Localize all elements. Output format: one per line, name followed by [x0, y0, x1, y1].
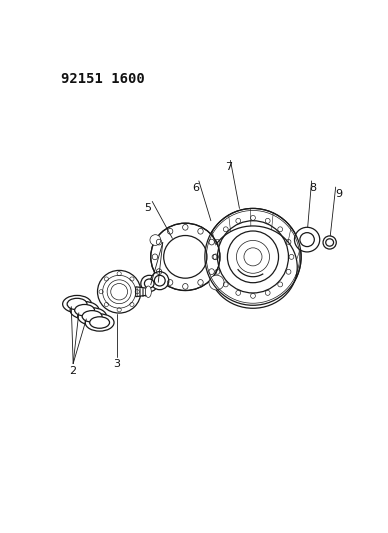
- Text: 7: 7: [225, 163, 232, 173]
- Ellipse shape: [70, 302, 99, 319]
- Ellipse shape: [141, 276, 158, 292]
- Ellipse shape: [82, 311, 102, 322]
- Ellipse shape: [78, 308, 107, 325]
- Ellipse shape: [67, 298, 87, 310]
- Ellipse shape: [323, 236, 336, 249]
- Ellipse shape: [165, 237, 206, 277]
- Text: 2: 2: [69, 366, 77, 376]
- Ellipse shape: [90, 317, 109, 328]
- Ellipse shape: [151, 223, 220, 290]
- Ellipse shape: [85, 314, 114, 331]
- Ellipse shape: [97, 270, 141, 313]
- Text: 8: 8: [310, 183, 317, 193]
- Text: 3: 3: [114, 359, 121, 369]
- Text: 5: 5: [144, 204, 151, 214]
- Ellipse shape: [62, 295, 92, 313]
- Ellipse shape: [154, 276, 165, 286]
- Polygon shape: [136, 287, 148, 297]
- Text: 9: 9: [335, 189, 342, 199]
- Text: 4: 4: [162, 245, 169, 255]
- Ellipse shape: [146, 286, 151, 297]
- Ellipse shape: [209, 275, 224, 290]
- Text: 6: 6: [192, 183, 199, 193]
- Ellipse shape: [144, 279, 154, 288]
- Ellipse shape: [294, 227, 320, 252]
- Ellipse shape: [150, 235, 161, 245]
- Ellipse shape: [205, 208, 301, 305]
- Ellipse shape: [151, 272, 169, 290]
- Text: 92151 1600: 92151 1600: [61, 72, 144, 86]
- Ellipse shape: [74, 304, 95, 316]
- Ellipse shape: [209, 226, 297, 308]
